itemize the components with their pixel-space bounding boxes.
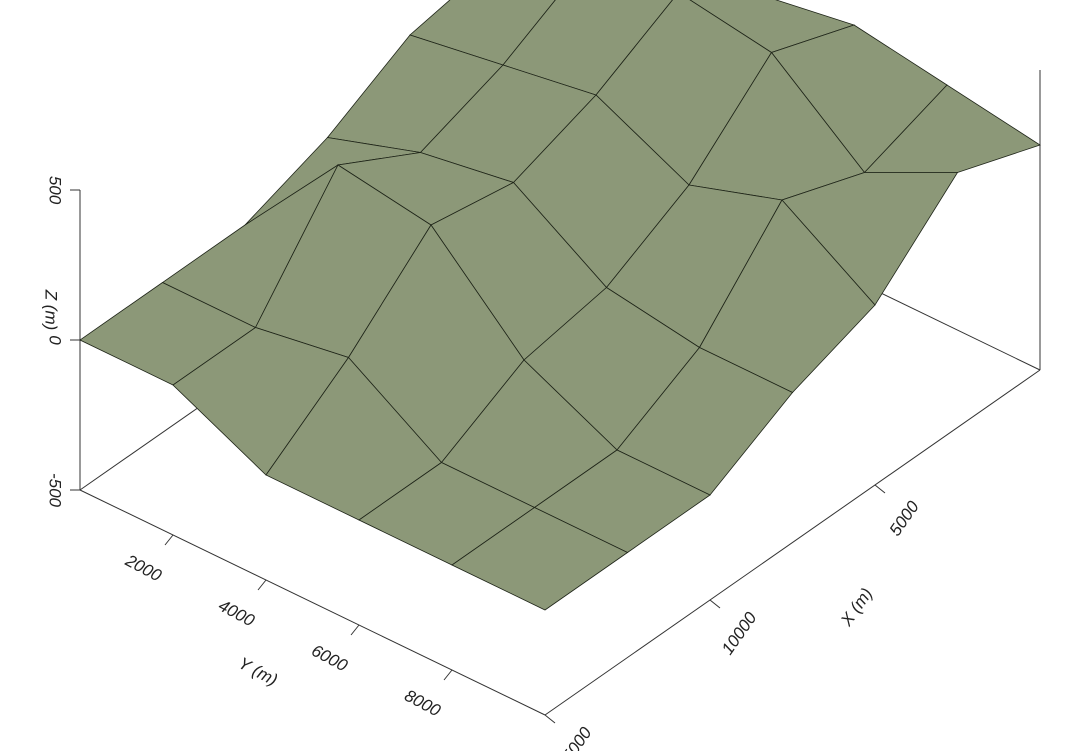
x-axis: [544, 369, 1041, 716]
x-tick: [544, 714, 556, 724]
z-tick-label: 0: [46, 335, 65, 345]
x-axis-label: X (m): [836, 584, 876, 630]
z-axis-label: Z (m): [42, 289, 61, 331]
y-axis: [79, 489, 546, 716]
x-tick: [874, 484, 886, 494]
y-tick: [257, 579, 267, 591]
y-tick-label: 8000: [401, 686, 444, 721]
x-tick-label: 10000: [718, 608, 761, 658]
x-tick-label: 5000: [886, 497, 924, 539]
z-tick-label: 500: [46, 176, 65, 205]
y-tick-label: 4000: [215, 596, 258, 631]
y-tick: [164, 534, 174, 546]
x-tick: [709, 599, 721, 609]
y-axis-label: Y (m): [235, 654, 280, 690]
surface-cell: [451, 507, 629, 611]
y-tick: [350, 624, 360, 636]
x-tick-label: 15000: [553, 723, 596, 751]
z-tick-label: -500: [46, 473, 65, 508]
y-tick-label: 2000: [121, 550, 165, 585]
y-tick-label: 6000: [308, 641, 351, 676]
y-tick: [443, 669, 453, 681]
